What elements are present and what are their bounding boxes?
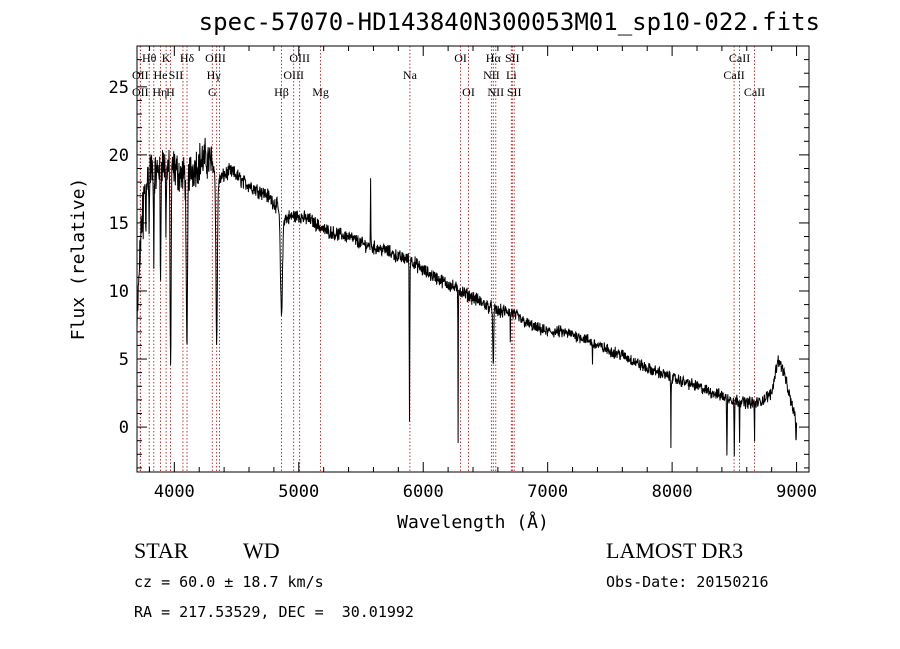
spectral-line-label: OI: [462, 85, 475, 99]
spectral-line-label: OII: [132, 85, 149, 99]
x-tick-label: 5000: [278, 482, 319, 502]
spectral-line-label: He: [154, 68, 168, 82]
spectral-line-label: H: [166, 85, 175, 99]
spectral-line-label: CaII: [723, 68, 744, 82]
plot-frame: [136, 45, 810, 473]
spectrum-line: [136, 137, 798, 457]
class-label: STAR: [134, 538, 189, 563]
spectral-line-label: G: [208, 85, 217, 99]
spectral-line-label: SII: [507, 85, 522, 99]
spectral-line-label: OII: [132, 68, 149, 82]
x-tick-label: 4000: [154, 482, 195, 502]
spectral-line-label: Na: [403, 68, 418, 82]
spectral-line-label: OIII: [289, 51, 310, 65]
x-tick-label: 7000: [527, 482, 568, 502]
spectral-line-label: Hδ: [180, 51, 195, 65]
subclass-label: WD: [243, 538, 280, 563]
spectral-line-label: OI: [454, 51, 467, 65]
y-tick-label: 10: [109, 282, 129, 302]
spectral-line-label: OIII: [205, 51, 226, 65]
y-tick-label: 15: [109, 214, 129, 234]
spectral-line-label: CaII: [729, 51, 750, 65]
x-axis-label: Wavelength (Å): [397, 511, 549, 533]
spectral-line-label: NII: [487, 85, 504, 99]
spectral-line-label: Hθ: [142, 51, 157, 65]
y-axis-label: Flux (relative): [68, 178, 89, 341]
spectral-line-label: K: [162, 51, 171, 65]
y-tick-label: 25: [109, 78, 129, 98]
spectral-line-label: Li: [506, 68, 517, 82]
spectral-line-label: OIII: [283, 68, 304, 82]
y-tick-label: 0: [119, 418, 129, 438]
spectral-line-label: Hα: [486, 51, 502, 65]
obs-date-readout: Obs-Date: 20150216: [606, 573, 769, 591]
chart-title: spec-57070-HD143840N300053M01_sp10-022.f…: [198, 8, 820, 36]
spectral-line-label: CaII: [744, 85, 765, 99]
spectral-line-label: Mg: [312, 85, 329, 99]
y-tick-label: 5: [119, 350, 129, 370]
x-tick-label: 9000: [776, 482, 817, 502]
x-tick-label: 6000: [403, 482, 444, 502]
spectral-line-label: SII: [505, 51, 520, 65]
spectral-line-label: Hβ: [274, 85, 289, 99]
spectral-line-label: SII: [169, 68, 184, 82]
coordinates-readout: RA = 217.53529, DEC = 30.01992: [134, 603, 414, 621]
spectral-line-label: NII: [483, 68, 500, 82]
x-tick-label: 8000: [652, 482, 693, 502]
survey-label: LAMOST DR3: [606, 538, 744, 563]
spectral-line-label: Hη: [152, 85, 167, 99]
y-tick-label: 20: [109, 146, 129, 166]
spectral-line-label: Hγ: [207, 68, 222, 82]
redshift-readout: cz = 60.0 ± 18.7 km/s: [134, 573, 324, 591]
